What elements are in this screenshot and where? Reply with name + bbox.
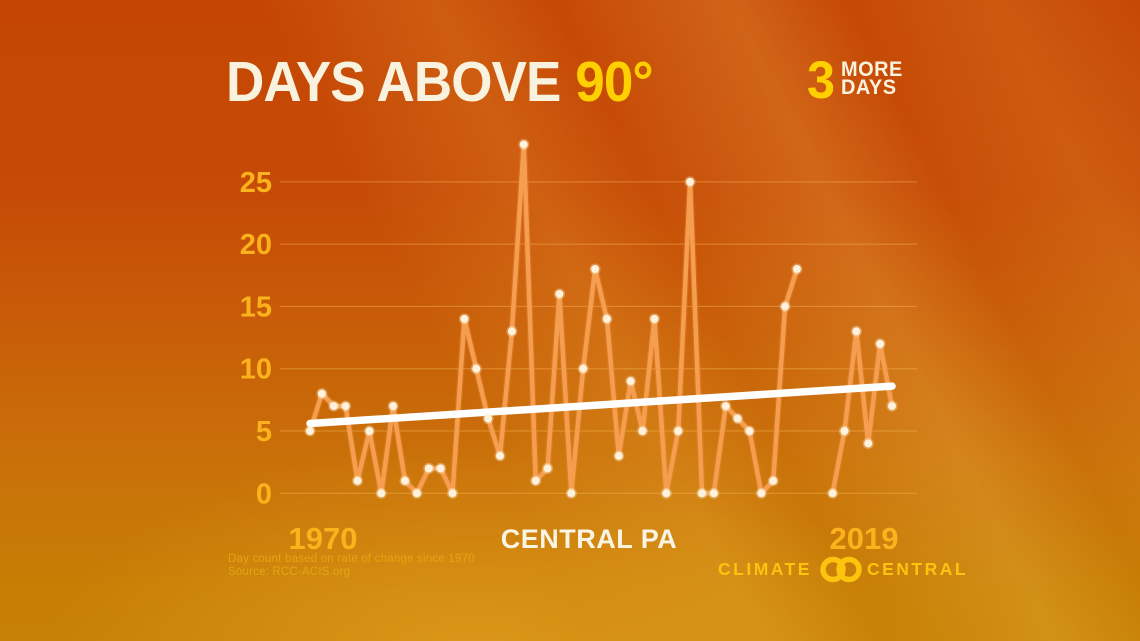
gridlines	[280, 181, 917, 494]
svg-text:0: 0	[256, 478, 272, 510]
badge-number: 3	[807, 51, 836, 110]
page-title: DAYS ABOVE 90°	[226, 54, 654, 111]
data-point-markers	[304, 138, 898, 499]
logo-text-central: CENTRAL	[866, 559, 969, 579]
badge-words: MORE DAYS	[841, 58, 906, 99]
data-series	[306, 141, 896, 497]
badge-word-more: MORE	[841, 58, 904, 81]
svg-text:10: 10	[240, 354, 272, 386]
x-label-location: CENTRAL PA	[501, 524, 678, 554]
svg-text:20: 20	[240, 229, 272, 261]
title-accent: 90°	[575, 50, 653, 114]
svg-text:15: 15	[240, 291, 272, 323]
svg-text:5: 5	[256, 416, 272, 448]
badge-word-days: DAYS	[841, 76, 897, 99]
trend-line	[306, 382, 896, 428]
x-label-end: 2019	[830, 521, 899, 556]
source-note-line1: Day count based on rate of change since …	[228, 553, 475, 565]
climate-central-rings-icon	[820, 556, 862, 583]
climate-central-logo: CLIMATE CENTRAL	[718, 556, 968, 583]
y-axis-labels: 0 5 10 15 20 25	[240, 167, 272, 510]
trend-badge: 3 MORE DAYS	[807, 51, 906, 110]
title-main: DAYS ABOVE	[226, 50, 561, 114]
source-note: Day count based on rate of change since …	[228, 553, 475, 578]
logo-text-climate: CLIMATE	[718, 559, 812, 579]
x-label-start: 1970	[289, 521, 358, 556]
source-note-line2: Source: RCC-ACIS.org	[228, 565, 351, 578]
svg-text:25: 25	[240, 167, 272, 199]
